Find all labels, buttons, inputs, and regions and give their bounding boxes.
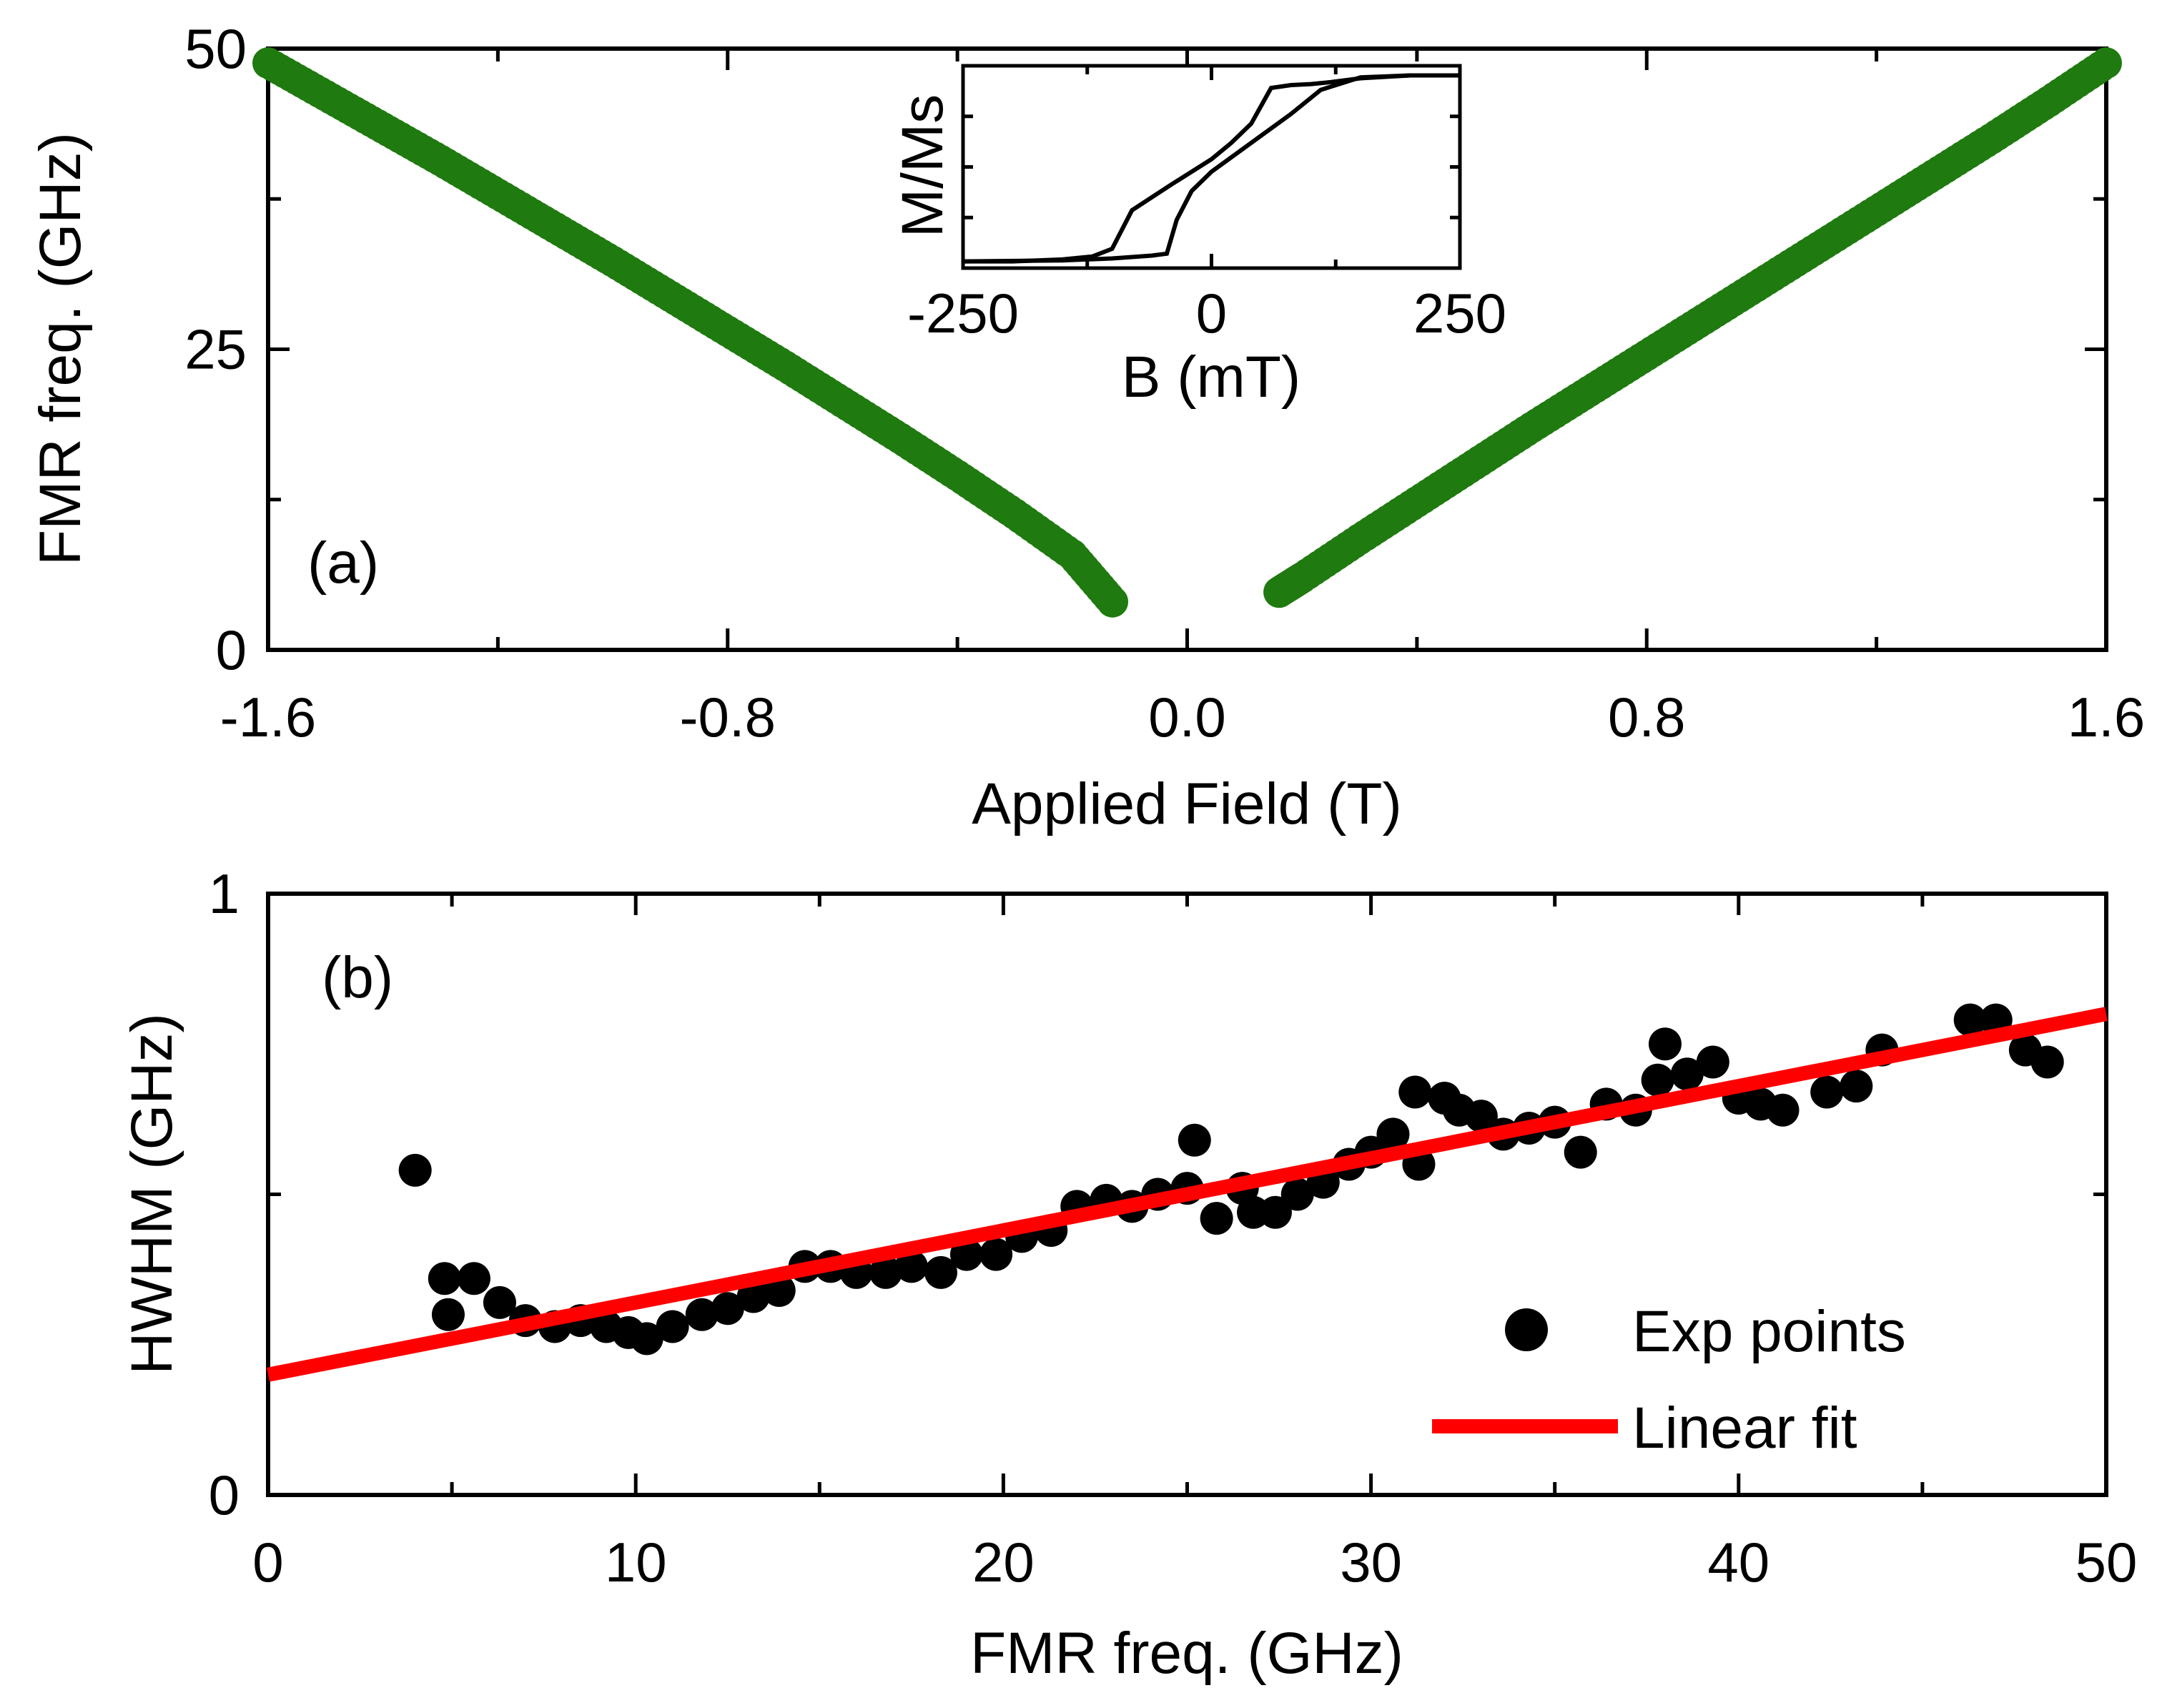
exp-point	[656, 1310, 689, 1343]
inset-loop-lines	[962, 73, 1460, 264]
panel-a-y-tick-label: 0	[216, 618, 247, 681]
inset-x-tick-label: 250	[1413, 282, 1506, 345]
inset-ticks	[961, 66, 1462, 268]
panel-b-x-tick-labels: 0 10 20 30 40 50	[252, 1531, 2137, 1594]
panel-a-y-tick-label: 50	[184, 17, 247, 80]
exp-point	[894, 1250, 928, 1283]
legend-exp-label: Exp points	[1632, 1299, 1906, 1364]
exp-point	[1376, 1117, 1410, 1151]
panel-a-x-tick-label: 0.0	[1148, 686, 1225, 749]
exp-point	[630, 1322, 663, 1356]
panel-b-y-tick-label: 1	[209, 862, 240, 925]
panel-a-x-axis-label: Applied Field (T)	[972, 771, 1402, 836]
panel-a-points	[252, 47, 2122, 618]
legend-fit-label: Linear fit	[1632, 1396, 1857, 1461]
exp-point	[1953, 1003, 1987, 1037]
panel-b-x-tick-label: 40	[1707, 1531, 1769, 1594]
exp-point	[979, 1238, 1013, 1271]
panel-b: 0 10 20 30 40 50 01 FMR freq. (GHz) HWHM (GHz…	[119, 862, 2137, 1686]
panel-a-y-tick-label: 25	[184, 318, 247, 381]
linear-fit-line	[267, 1007, 2108, 1382]
exp-point	[1398, 1075, 1432, 1109]
panel-b-x-tick-label: 20	[972, 1531, 1035, 1594]
exp-point	[1178, 1123, 1211, 1157]
exp-point	[431, 1298, 465, 1331]
exp-point	[398, 1153, 432, 1187]
panel-a: -1.6 -0.8 0.0 0.8 1.6 0 25 50 Applied Field (T…	[28, 17, 2145, 836]
panel-a-point	[2091, 47, 2122, 79]
panel-a-y-axis-label: FMR freq. (GHz)	[28, 132, 93, 566]
exp-point	[2030, 1045, 2064, 1079]
panel-a-x-tick-labels: -1.6 -0.8 0.0 0.8 1.6	[220, 686, 2145, 749]
panel-a-x-tick-label: 1.6	[2068, 686, 2145, 749]
inset-x-tick-label: -250	[907, 282, 1019, 345]
inset-x-tick-label: 0	[1196, 282, 1227, 345]
legend: Exp points Linear fit	[1432, 1299, 1906, 1461]
exp-point	[428, 1262, 461, 1295]
exp-point	[1670, 1057, 1704, 1091]
panel-b-x-tick-label: 50	[2075, 1531, 2138, 1594]
panel-a-x-tick-label: -0.8	[680, 686, 776, 749]
exp-point	[1840, 1070, 1873, 1103]
panel-b-y-tick-labels: 01	[209, 862, 240, 1526]
exp-point	[1200, 1202, 1233, 1235]
panel-a-label: (a)	[307, 530, 379, 596]
panel-b-ticks	[266, 892, 2108, 1497]
panel-b-y-axis-label: HWHM (GHz)	[119, 1013, 184, 1375]
exp-point	[924, 1255, 957, 1289]
exp-point	[1766, 1093, 1800, 1127]
exp-point	[1810, 1075, 1844, 1109]
panel-b-label: (b)	[322, 945, 393, 1010]
panel-b-x-tick-label: 10	[605, 1531, 667, 1594]
inset-x-tick-labels: -250 0 250	[907, 282, 1506, 345]
exp-point	[1258, 1195, 1292, 1229]
panel-a-point	[1097, 586, 1129, 618]
panel-a-y-tick-labels: 0 25 50	[184, 17, 247, 681]
inset-y-axis-label: M/Ms	[890, 94, 955, 237]
exp-point	[1564, 1135, 1597, 1169]
exp-point	[1648, 1027, 1682, 1061]
exp-point	[869, 1255, 902, 1289]
panel-b-y-tick-label: 0	[209, 1463, 240, 1526]
inset-x-axis-label: B (mT)	[1122, 345, 1300, 410]
inset-background	[963, 66, 1460, 268]
panel-a-x-tick-label: 0.8	[1608, 686, 1685, 749]
exp-point	[1464, 1100, 1498, 1133]
exp-point	[685, 1298, 719, 1331]
legend-exp-marker	[1505, 1308, 1548, 1351]
panel-a-x-tick-label: -1.6	[220, 686, 316, 749]
exp-point	[483, 1285, 516, 1319]
exp-point	[457, 1262, 490, 1295]
exp-point	[1280, 1178, 1314, 1211]
inset-loop-branch	[962, 73, 1460, 264]
exp-point	[1696, 1045, 1729, 1079]
exp-point	[1641, 1063, 1674, 1097]
panel-b-x-tick-label: 30	[1340, 1531, 1402, 1594]
exp-point	[711, 1292, 744, 1326]
panel-b-x-tick-label: 0	[252, 1531, 283, 1594]
panel-b-x-axis-label: FMR freq. (GHz)	[970, 1621, 1403, 1686]
inset-hysteresis: -250 0 250 B (mT) M/Ms	[890, 64, 1506, 410]
